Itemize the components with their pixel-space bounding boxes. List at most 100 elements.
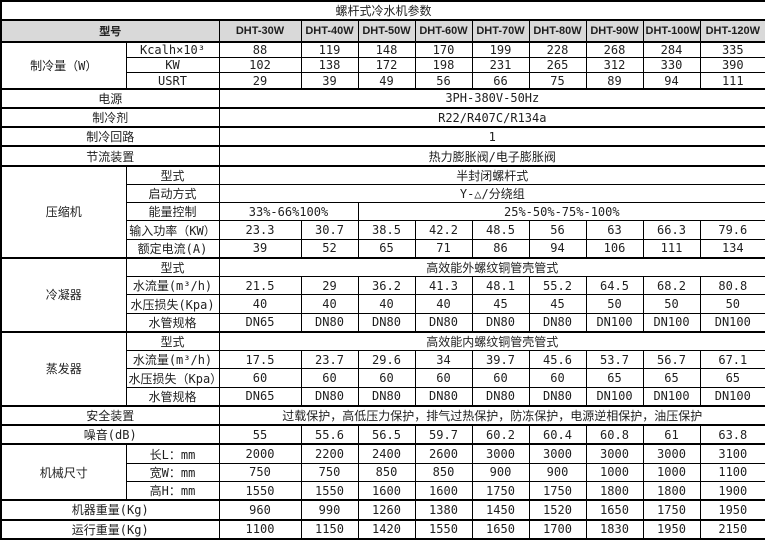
table-cell: 64.5 — [585, 276, 644, 296]
table-cell: 60 — [414, 368, 473, 388]
row-label: 水压损失(Kpa) — [125, 294, 220, 314]
table-cell: 40 — [218, 294, 302, 314]
table-cell: 1600 — [357, 480, 416, 501]
table-row: 机械尺寸 长L：mm 2000 2200 2400 2600 3000 3000 3000 3… — [0, 443, 765, 501]
table-cell: DN80 — [300, 312, 359, 333]
table-cell: 45.6 — [528, 350, 587, 370]
table-cell: 56.7 — [642, 350, 701, 370]
table-cell: 1650 — [585, 499, 644, 521]
table-cell: 65 — [357, 238, 416, 259]
table-cell: 65 — [585, 368, 644, 388]
table-cell: 2400 — [357, 443, 416, 464]
table-cell: 39.7 — [471, 350, 530, 370]
table-cell: 3000 — [471, 443, 530, 464]
model-header-cell: DHT-80W — [528, 19, 587, 43]
model-header-cell: DHT-120W — [699, 19, 765, 43]
table-cell: 65 — [642, 368, 701, 388]
table-cell: 198 — [414, 57, 473, 74]
table-row: 制冷量（W） Kcalh×10³ 88 119 148 170 199 228 268 284… — [0, 41, 765, 90]
table-cell: 1800 — [585, 480, 644, 501]
model-header-cell: DHT-100W — [642, 19, 701, 43]
table-cell: 56 — [414, 72, 473, 90]
table-cell: 1100 — [699, 462, 765, 482]
table-cell: 60 — [528, 368, 587, 388]
table-cell: 335 — [699, 41, 765, 59]
table-cell: DN100 — [585, 386, 644, 407]
table-row: 水压损失(Kpa) 40 40 40 40 45 45 50 50 50 — [1, 294, 765, 314]
table-cell: 50 — [699, 294, 765, 314]
table-cell: 990 — [300, 499, 359, 521]
table-cell: 1380 — [414, 499, 473, 521]
table-cell: DN100 — [699, 386, 765, 407]
table-cell: DN80 — [528, 386, 587, 407]
table-cell: 71 — [414, 238, 473, 259]
table-cell: 1700 — [528, 518, 587, 540]
table-cell: DN100 — [642, 386, 701, 407]
table-cell: DN80 — [357, 312, 416, 333]
table-row: 宽W：mm 750 750 850 850 900 900 1000 1000 1100 — [1, 462, 765, 482]
table-cell: 66.3 — [642, 220, 701, 240]
table-row: 制冷回路 1 — [0, 126, 765, 147]
table-cell: 900 — [528, 462, 587, 482]
table-cell: 50 — [642, 294, 701, 314]
table-cell: 65 — [699, 368, 765, 388]
table-cell: 850 — [414, 462, 473, 482]
table-cell: 36.2 — [357, 276, 416, 296]
table-row: 水管规格 DN65 DN80 DN80 DN80 DN80 DN80 DN100 DN100 D… — [1, 312, 765, 333]
table-cell: 48.5 — [471, 220, 530, 240]
table-cell: 3100 — [699, 443, 765, 464]
table-cell: 63.8 — [699, 424, 765, 445]
table-cell: 1750 — [528, 480, 587, 501]
table-cell: 42.2 — [414, 220, 473, 240]
table-cell: 50 — [585, 294, 644, 314]
table-cell: 111 — [642, 238, 701, 259]
group-label-condenser: 冷凝器 — [0, 256, 127, 333]
row-label: 输入功率（KW） — [125, 220, 220, 240]
table-row: 输入功率（KW） 23.3 30.7 38.5 42.2 48.5 56 63 66.3 79.… — [1, 220, 765, 240]
model-header-cell: DHT-30W — [218, 19, 302, 43]
row-label: 启动方式 — [125, 183, 220, 204]
model-label-cell: 型号 — [0, 19, 220, 43]
table-row: USRT 29 39 49 56 66 75 89 94 111 — [1, 72, 765, 90]
table-cell: 67.1 — [699, 350, 765, 370]
table-row: 机器重量(Kg) 960 990 1260 1380 1450 1520 1650 1750 1… — [0, 499, 765, 521]
row-label: 高H：mm — [125, 480, 220, 501]
table-row: 制冷剂 R22/R407C/R134a — [0, 106, 765, 128]
table-cell: 119 — [300, 41, 359, 59]
table-cell: 1750 — [471, 480, 530, 501]
row-label: KW — [125, 57, 220, 74]
table-cell: 138 — [300, 57, 359, 74]
row-label-refrigerant: 制冷剂 — [0, 106, 220, 128]
table-cell: 312 — [585, 57, 644, 74]
table-cell: 60 — [471, 368, 530, 388]
table-cell: 86 — [471, 238, 530, 259]
model-header-cell: DHT-70W — [471, 19, 530, 43]
throttle-value: 热力膨胀阀/电子膨胀阀 — [218, 145, 765, 167]
table-cell: 750 — [218, 462, 302, 482]
table-cell: 30.7 — [300, 220, 359, 240]
table-cell: DN80 — [471, 386, 530, 407]
table-cell: 231 — [471, 57, 530, 74]
table-cell: 265 — [528, 57, 587, 74]
table-cell: 2200 — [300, 443, 359, 464]
table-cell: 1100 — [218, 518, 302, 540]
table-cell: 1000 — [642, 462, 701, 482]
condenser-type-value: 高效能外螺纹铜管壳管式 — [218, 256, 765, 278]
table-cell: 1150 — [300, 518, 359, 540]
table-row: 冷凝器 型式 高效能外螺纹铜管壳管式 — [0, 256, 765, 333]
row-label: Kcalh×10³ — [125, 41, 220, 59]
table-cell: DN80 — [414, 312, 473, 333]
refrigerant-value: R22/R407C/R134a — [218, 106, 765, 128]
table-cell: DN100 — [585, 312, 644, 333]
table-cell: 56 — [528, 220, 587, 240]
group-label-dimensions: 机械尺寸 — [0, 443, 127, 501]
table-cell: 29 — [218, 72, 302, 90]
table-cell: DN65 — [218, 386, 302, 407]
table-cell: 390 — [699, 57, 765, 74]
row-label: 型式 — [125, 164, 220, 185]
table-cell: 1000 — [585, 462, 644, 482]
row-label: 额定电流(A) — [125, 238, 220, 259]
table-cell: 1650 — [471, 518, 530, 540]
table-cell: 45 — [528, 294, 587, 314]
